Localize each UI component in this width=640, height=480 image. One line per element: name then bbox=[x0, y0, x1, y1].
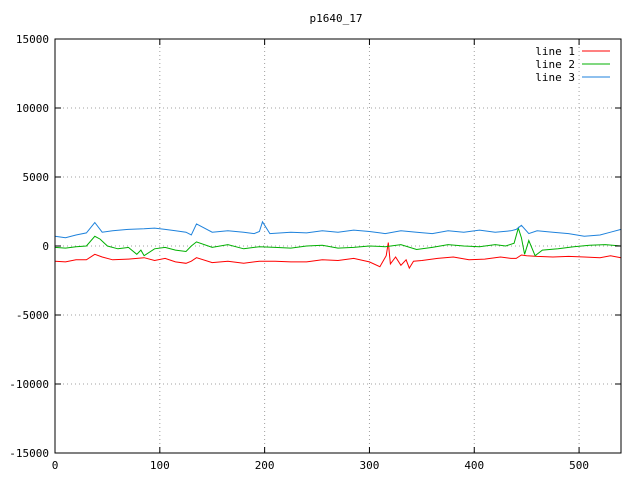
x-tick-label: 200 bbox=[255, 459, 275, 472]
y-tick-label: -5000 bbox=[16, 309, 49, 322]
x-tick-label: 0 bbox=[52, 459, 59, 472]
x-tick-label: 500 bbox=[569, 459, 589, 472]
y-tick-label: -15000 bbox=[9, 447, 49, 460]
y-tick-label: 5000 bbox=[23, 171, 50, 184]
series-line-3 bbox=[54, 220, 622, 239]
legend-label-2: line 2 bbox=[535, 58, 575, 71]
y-tick-label: -10000 bbox=[9, 378, 49, 391]
x-tick-label: 100 bbox=[150, 459, 170, 472]
ticks: 0 100 200 300 400 500 -15000 -10000 -5000 0 5000 10… bbox=[9, 33, 621, 472]
x-tick-label: 300 bbox=[360, 459, 380, 472]
chart-title: p1640_17 bbox=[310, 12, 363, 25]
x-tick-label: 400 bbox=[464, 459, 484, 472]
legend-label-3: line 3 bbox=[535, 71, 575, 84]
series-group bbox=[54, 220, 622, 270]
legend-label-1: line 1 bbox=[535, 45, 575, 58]
y-tick-label: 0 bbox=[42, 240, 49, 253]
series-line-2 bbox=[54, 226, 622, 257]
grid bbox=[55, 39, 621, 453]
series-line-1 bbox=[54, 242, 622, 270]
y-tick-label: 15000 bbox=[16, 33, 49, 46]
y-tick-label: 10000 bbox=[16, 102, 49, 115]
